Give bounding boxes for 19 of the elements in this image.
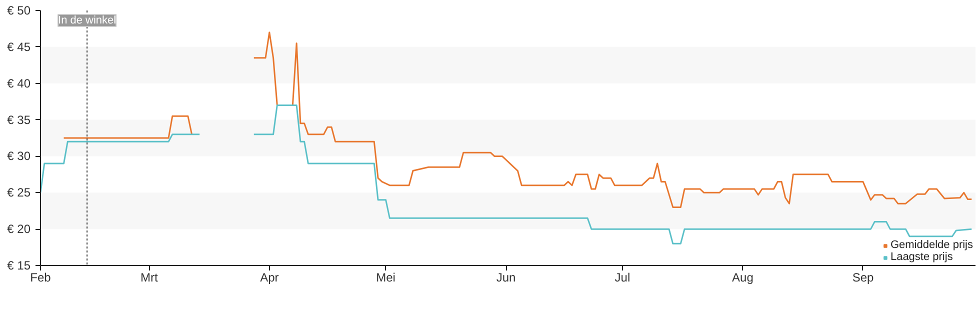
y-tick-label: € 20	[7, 222, 31, 236]
x-tick-label: Feb	[30, 270, 52, 284]
legend-label: Gemiddelde prijs	[890, 239, 973, 251]
y-tick-label: € 50	[7, 4, 31, 18]
y-tick-label: € 30	[7, 149, 31, 164]
x-tick-label: Mei	[376, 270, 396, 284]
x-tick-label: Mrt	[140, 270, 158, 284]
y-tick-label: € 35	[7, 112, 31, 127]
x-tick-label: Sep	[852, 270, 874, 284]
y-tick-label: € 25	[7, 186, 31, 200]
legend-label: Laagste prijs	[890, 251, 953, 263]
x-tick-label: Jun	[496, 270, 516, 284]
x-tick-label: Aug	[732, 270, 754, 284]
x-tick-label: Jul	[614, 270, 630, 284]
y-tick-label: € 40	[7, 76, 31, 90]
y-tick-label: € 45	[7, 40, 31, 54]
x-tick-label: Apr	[260, 270, 279, 284]
y-tick-label: € 15	[7, 258, 31, 272]
ref-line-label: In de winkel	[58, 14, 116, 26]
